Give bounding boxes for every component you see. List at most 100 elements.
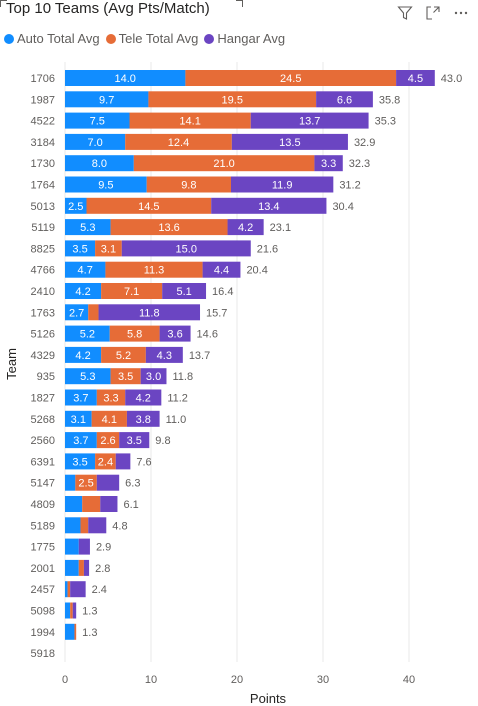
y-tick-label: 1763 xyxy=(31,307,55,319)
total-data-label: 20.4 xyxy=(246,265,267,277)
y-tick-label: 5126 xyxy=(31,329,55,341)
legend-item-tele[interactable]: Tele Total Avg xyxy=(105,31,198,46)
segment-data-label: 21.0 xyxy=(213,158,234,170)
segment-data-label: 14.5 xyxy=(138,201,159,213)
legend-item-auto[interactable]: Auto Total Avg xyxy=(4,31,100,46)
segment-data-label: 4.4 xyxy=(214,265,229,277)
bar-segment xyxy=(98,304,201,321)
total-data-label: 13.7 xyxy=(189,350,210,362)
legend-marker-tele xyxy=(105,33,116,44)
total-data-label: 2.4 xyxy=(92,584,107,596)
visual-header-icons xyxy=(396,4,470,22)
filter-icon[interactable] xyxy=(396,4,414,22)
total-data-label: 32.9 xyxy=(354,137,375,149)
segment-data-label: 13.4 xyxy=(258,201,279,213)
bar-segment xyxy=(202,261,241,278)
bar-segment xyxy=(115,453,131,470)
bar-segment xyxy=(65,304,89,321)
y-tick-label: 2001 xyxy=(31,563,55,575)
segment-data-label: 4.7 xyxy=(78,265,93,277)
bar-segment xyxy=(86,197,212,214)
total-data-label: 2.8 xyxy=(95,563,110,575)
segment-data-label: 2.5 xyxy=(78,478,93,490)
bar-segment xyxy=(140,368,167,385)
focus-mode-icon[interactable] xyxy=(424,4,442,22)
bar-segment xyxy=(316,91,373,108)
segment-data-label: 3.5 xyxy=(72,243,87,255)
segment-data-label: 3.8 xyxy=(136,414,151,426)
bar-segment xyxy=(72,602,77,619)
bar-segment xyxy=(211,197,327,214)
segment-data-label: 4.2 xyxy=(238,222,253,234)
bar-segment xyxy=(65,410,92,427)
segment-data-label: 3.5 xyxy=(72,456,87,468)
segment-data-label: 9.5 xyxy=(98,180,113,192)
bar-segment xyxy=(227,219,264,236)
bar-segment xyxy=(91,410,127,427)
bar-segment xyxy=(125,133,232,150)
segment-data-label: 2.4 xyxy=(98,456,113,468)
segment-data-label: 5.8 xyxy=(127,329,142,341)
bar-segment xyxy=(65,517,81,534)
x-tick-label: 30 xyxy=(317,674,329,686)
more-options-icon[interactable] xyxy=(452,4,470,22)
bar-segment xyxy=(314,155,343,172)
bar-segment xyxy=(88,517,107,534)
bar-segment xyxy=(82,496,101,512)
segment-data-label: 5.1 xyxy=(176,286,191,298)
segment-data-label: 9.8 xyxy=(181,180,196,192)
y-tick-label: 5147 xyxy=(31,478,55,490)
y-tick-label: 935 xyxy=(37,371,55,383)
y-tick-label: 1994 xyxy=(31,627,55,639)
segment-data-label: 3.7 xyxy=(73,435,88,447)
chart-title: Top 10 Teams (Avg Pts/Match) xyxy=(6,0,210,17)
segment-data-label: 5.2 xyxy=(80,329,95,341)
bar-segment xyxy=(162,283,207,299)
x-tick-label: 40 xyxy=(403,674,415,686)
bar-segment xyxy=(65,70,186,86)
x-tick-label: 20 xyxy=(231,674,243,686)
total-data-label: 32.3 xyxy=(349,158,370,170)
bar-segment xyxy=(65,155,134,172)
legend-label-auto: Auto Total Avg xyxy=(17,31,100,46)
bar-segment xyxy=(65,453,96,470)
y-tick-label: 5918 xyxy=(31,648,55,660)
bar-segment xyxy=(80,517,89,534)
bar-segment xyxy=(129,112,251,129)
bar-segment xyxy=(101,346,146,363)
total-data-label: 11.2 xyxy=(167,393,188,405)
bar-segment xyxy=(65,240,96,257)
bar-segment xyxy=(65,581,68,598)
bar-segment xyxy=(250,112,369,129)
y-tick-label: 5268 xyxy=(31,414,55,426)
segment-data-label: 13.5 xyxy=(279,137,300,149)
bar-segment xyxy=(109,325,160,342)
bar-segment xyxy=(78,559,84,576)
total-data-label: 30.4 xyxy=(332,201,353,213)
total-data-label: 11.0 xyxy=(166,414,187,426)
visual-corner-mark xyxy=(236,0,243,7)
segment-data-label: 24.5 xyxy=(280,73,301,85)
bar-segment xyxy=(396,70,435,86)
bar-segment xyxy=(65,432,97,449)
bar-segment xyxy=(96,389,126,406)
segment-data-label: 7.5 xyxy=(90,116,105,128)
segment-data-label: 14.1 xyxy=(179,116,200,128)
total-data-label: 35.8 xyxy=(379,94,400,106)
segment-data-label: 4.5 xyxy=(408,73,423,85)
x-tick-label: 0 xyxy=(62,674,68,686)
bar-segment xyxy=(88,304,99,321)
total-data-label: 14.6 xyxy=(197,329,218,341)
bar-segment xyxy=(185,70,397,86)
segment-data-label: 13.6 xyxy=(158,222,179,234)
legend-item-hangar[interactable]: Hangar Avg xyxy=(204,31,285,46)
bar-segment xyxy=(146,176,231,193)
bar-segment xyxy=(74,623,77,640)
bar-segment xyxy=(65,559,79,576)
total-data-label: 15.7 xyxy=(206,307,227,319)
bar-segment xyxy=(65,368,111,385)
bar-segment xyxy=(65,283,102,299)
bar-segment xyxy=(101,283,163,299)
y-tick-label: 5098 xyxy=(31,606,55,618)
